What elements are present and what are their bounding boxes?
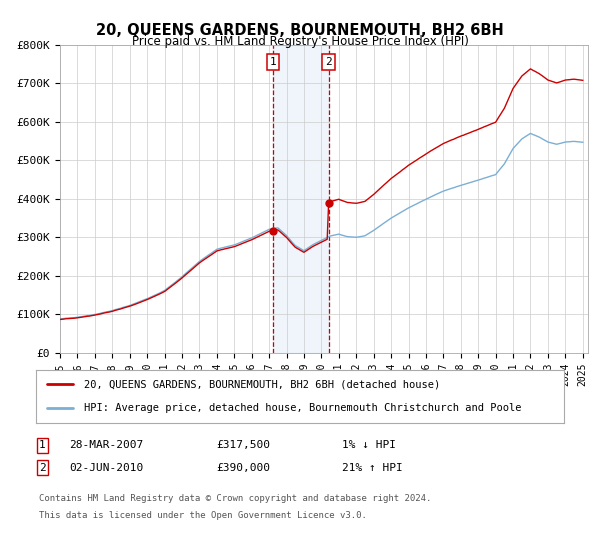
Text: £317,500: £317,500 xyxy=(216,440,270,450)
Text: Price paid vs. HM Land Registry's House Price Index (HPI): Price paid vs. HM Land Registry's House … xyxy=(131,35,469,49)
Text: 1: 1 xyxy=(270,57,277,67)
Bar xyxy=(273,45,329,353)
Text: 02-JUN-2010: 02-JUN-2010 xyxy=(69,463,143,473)
Text: 1% ↓ HPI: 1% ↓ HPI xyxy=(342,440,396,450)
Text: This data is licensed under the Open Government Licence v3.0.: This data is licensed under the Open Gov… xyxy=(39,511,367,520)
Text: 28-MAR-2007: 28-MAR-2007 xyxy=(69,440,143,450)
Text: 20, QUEENS GARDENS, BOURNEMOUTH, BH2 6BH (detached house): 20, QUEENS GARDENS, BOURNEMOUTH, BH2 6BH… xyxy=(83,380,440,390)
Text: £390,000: £390,000 xyxy=(216,463,270,473)
Text: 2: 2 xyxy=(39,463,46,473)
Text: 20, QUEENS GARDENS, BOURNEMOUTH, BH2 6BH: 20, QUEENS GARDENS, BOURNEMOUTH, BH2 6BH xyxy=(96,24,504,38)
Text: 2: 2 xyxy=(325,57,332,67)
Text: 1: 1 xyxy=(39,440,46,450)
Text: 21% ↑ HPI: 21% ↑ HPI xyxy=(342,463,403,473)
Text: HPI: Average price, detached house, Bournemouth Christchurch and Poole: HPI: Average price, detached house, Bour… xyxy=(83,403,521,413)
Text: Contains HM Land Registry data © Crown copyright and database right 2024.: Contains HM Land Registry data © Crown c… xyxy=(39,494,431,503)
